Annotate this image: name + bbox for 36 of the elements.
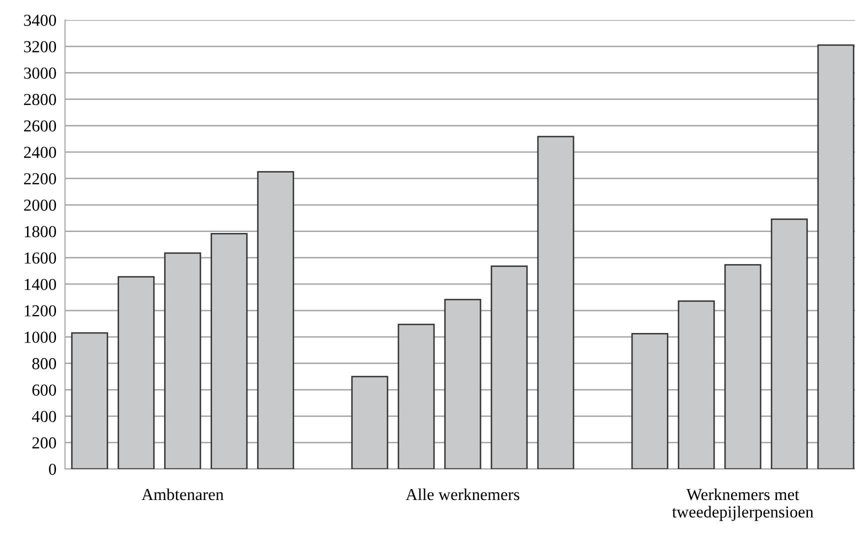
x-tick-label: Alle werknemers	[406, 488, 520, 500]
y-tick-label: 2200	[24, 173, 56, 184]
y-tick-label: 400	[32, 410, 56, 422]
bar	[537, 136, 574, 469]
x-tick-label: Ambtenaren	[142, 488, 224, 500]
bar	[490, 265, 528, 469]
y-tick-label: 1800	[24, 226, 56, 238]
bar	[724, 264, 762, 469]
y-tick-label: 2400	[24, 146, 56, 158]
y-tick-label: 2600	[24, 120, 56, 132]
bar	[118, 276, 155, 469]
bar	[351, 376, 388, 469]
y-tick-label: 1000	[24, 332, 56, 343]
bar	[817, 44, 854, 469]
y-tick-label: 600	[32, 384, 56, 396]
bar	[678, 300, 715, 469]
bar	[71, 332, 108, 469]
y-tick-label: 3400	[24, 14, 56, 26]
y-tick-label: 3200	[24, 41, 56, 52]
y-tick-label: 1600	[24, 252, 56, 264]
bar	[631, 332, 668, 469]
bar	[210, 232, 248, 469]
x-tick-label: Werknemers met tweedepijlerpensioen	[672, 488, 814, 521]
y-tick-label: 800	[32, 358, 56, 370]
y-tick-label: 1400	[24, 278, 56, 290]
bar	[164, 252, 202, 469]
y-tick-label: 2800	[24, 94, 56, 106]
y-tick-label: 2000	[24, 200, 56, 211]
y-tick-label: 200	[32, 437, 56, 449]
bar	[770, 218, 808, 469]
y-tick-label: 1200	[24, 305, 56, 316]
bar	[257, 171, 294, 469]
y-tick-label: 0	[48, 464, 56, 475]
bar	[444, 298, 482, 469]
y-tick-label: 3000	[24, 68, 56, 79]
bar	[398, 324, 435, 469]
